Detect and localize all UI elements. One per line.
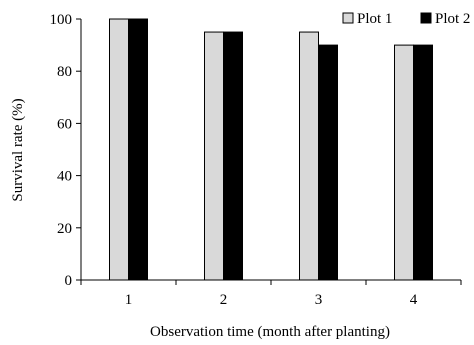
bar-plot-2-month-2 bbox=[223, 31, 243, 281]
bar-plot-1-month-2 bbox=[204, 31, 224, 281]
x-tick-label-3: 3 bbox=[315, 292, 323, 308]
x-tick-label-2: 2 bbox=[220, 292, 228, 308]
x-axis-label: Observation time (month after planting) bbox=[150, 324, 390, 340]
x-ticks-group: 1 2 3 4 bbox=[80, 280, 462, 308]
y-ticks-group: 0 20 40 60 80 100 bbox=[50, 12, 81, 289]
bar-plot-2-month-4 bbox=[413, 44, 433, 281]
y-tick-label-80: 80 bbox=[57, 64, 72, 80]
legend-label-plot-2: Plot 2 bbox=[435, 11, 470, 27]
y-tick-label-100: 100 bbox=[50, 12, 73, 28]
legend-label-plot-1: Plot 1 bbox=[357, 11, 392, 27]
bar-plot-2-month-1 bbox=[128, 18, 148, 281]
bar-plot-1-month-3 bbox=[299, 31, 319, 281]
bar-plot-1-month-4 bbox=[394, 44, 414, 281]
y-axis-label: Survival rate (%) bbox=[10, 98, 26, 201]
y-tick-label-60: 60 bbox=[57, 116, 72, 132]
y-tick-label-20: 20 bbox=[57, 221, 72, 237]
legend-swatch-plot-2 bbox=[420, 12, 432, 24]
x-tick-label-4: 4 bbox=[410, 292, 418, 308]
y-tick-label-0: 0 bbox=[65, 273, 73, 289]
bars-group bbox=[109, 18, 433, 281]
bar-plot-2-month-3 bbox=[318, 44, 338, 281]
legend-swatch-plot-1 bbox=[342, 12, 354, 24]
y-tick-label-40: 40 bbox=[57, 169, 72, 185]
legend: Plot 1 Plot 2 bbox=[342, 11, 470, 27]
x-tick-label-1: 1 bbox=[125, 292, 133, 308]
bar-plot-1-month-1 bbox=[109, 18, 129, 281]
